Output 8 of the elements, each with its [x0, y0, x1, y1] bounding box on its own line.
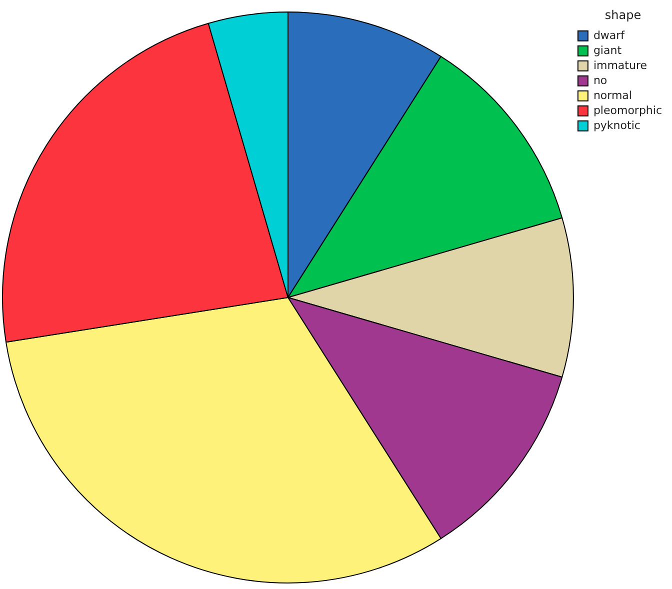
- legend-label: pyknotic: [593, 118, 640, 132]
- legend-label: no: [593, 74, 608, 87]
- legend-label: pleomorphic: [593, 104, 662, 117]
- legend-label: normal: [593, 88, 632, 102]
- legend-title: shape: [604, 8, 642, 22]
- legend-label: giant: [593, 44, 622, 57]
- legend-label: dwarf: [593, 28, 626, 42]
- legend-label: immature: [593, 58, 648, 72]
